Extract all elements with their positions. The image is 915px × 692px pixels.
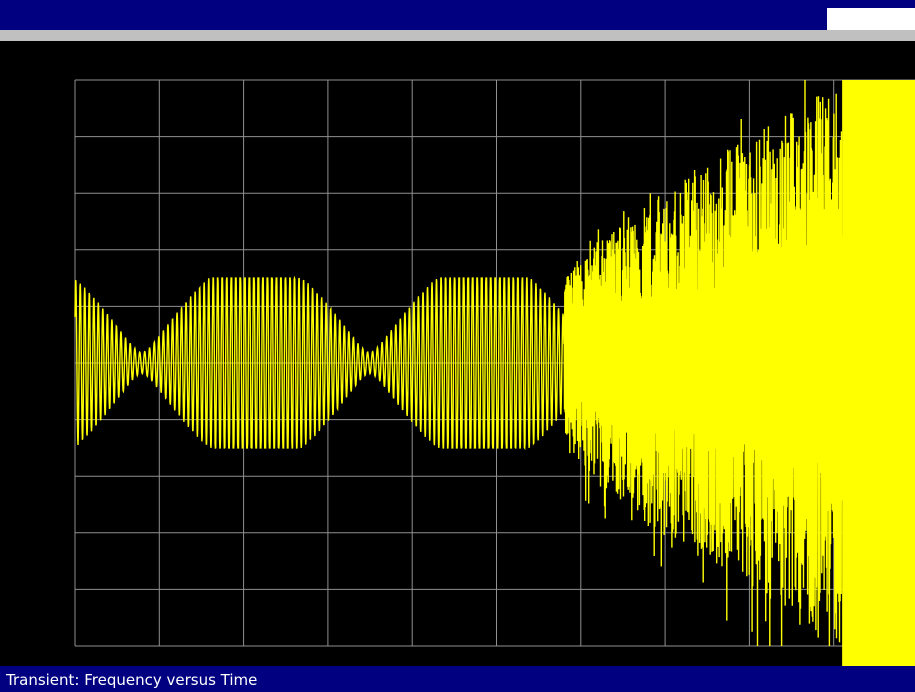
trace-line — [74, 79, 843, 647]
frequency-time-plot — [74, 79, 915, 666]
status-bar: Transient: Frequency versus Time — [0, 666, 915, 692]
status-text: Transient: Frequency versus Time — [6, 671, 258, 689]
title-field[interactable] — [827, 8, 915, 30]
saturated-region-edge — [842, 646, 915, 666]
separator — [0, 30, 915, 41]
title-bar — [0, 0, 915, 30]
saturated-region — [842, 80, 915, 646]
plot-area — [0, 41, 915, 666]
